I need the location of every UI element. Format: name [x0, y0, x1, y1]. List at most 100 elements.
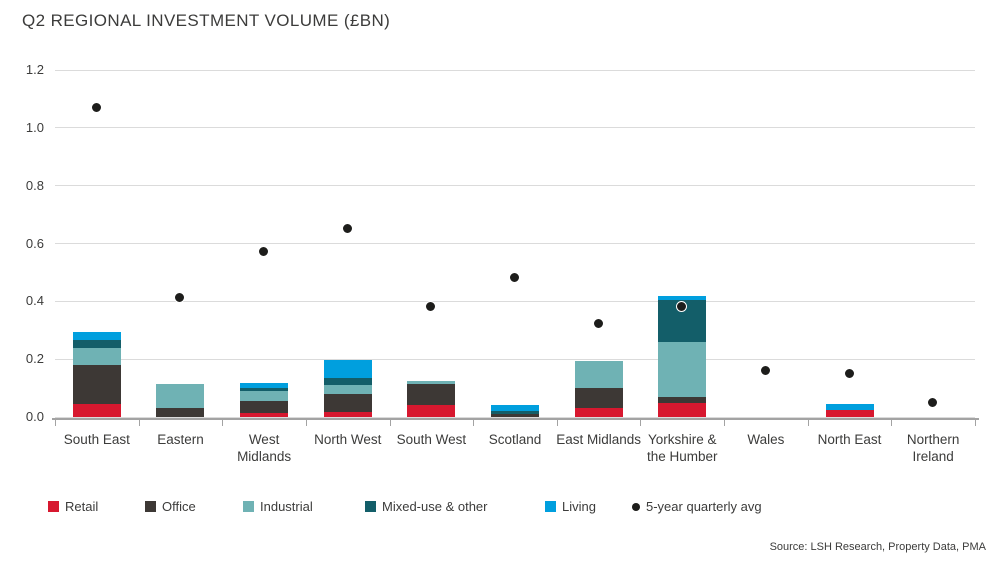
bar-segment-living	[825, 404, 874, 410]
bar-segment-retail	[240, 412, 289, 417]
y-tick-label: 0.6	[25, 235, 44, 251]
legend-swatch	[545, 501, 556, 512]
gridline	[55, 358, 975, 360]
legend-item-mixed-use-other: Mixed-use & other	[365, 499, 488, 514]
bar-segment-industrial	[240, 391, 289, 402]
bar-segment-mixed-use-other	[240, 387, 289, 391]
bar-segment-office	[658, 396, 707, 403]
legend-item-office: Office	[145, 499, 196, 514]
legend-swatch	[243, 501, 254, 512]
legend-item-5-year-quarterly-avg: 5-year quarterly avg	[632, 499, 762, 514]
bar-segment-office	[240, 401, 289, 413]
bar-stack	[658, 295, 707, 417]
bar-segment-office	[72, 364, 121, 404]
gridline	[55, 300, 975, 302]
gridline	[55, 416, 975, 418]
bar-segment-office	[407, 384, 456, 405]
legend-label: Living	[562, 499, 596, 514]
x-axis-tick	[891, 418, 893, 426]
y-tick-label: 0.8	[25, 177, 44, 193]
bar-stack	[72, 331, 121, 417]
y-tick-label: 0.2	[25, 351, 44, 367]
avg-dot	[258, 246, 270, 258]
x-axis-tick	[389, 418, 391, 426]
legend-label: Mixed-use & other	[382, 499, 488, 514]
bar-segment-industrial	[156, 383, 205, 409]
source-note: Source: LSH Research, Property Data, PMA	[769, 541, 986, 553]
legend-label: 5-year quarterly avg	[646, 499, 762, 514]
bar-stack	[240, 383, 289, 417]
legend-item-living: Living	[545, 499, 596, 514]
bar-segment-industrial	[407, 380, 456, 385]
y-tick-label: 0.0	[25, 409, 44, 424]
avg-dot	[90, 101, 102, 113]
x-axis-line	[52, 418, 979, 420]
avg-dot	[676, 301, 688, 313]
avg-dot	[425, 301, 437, 313]
legend-swatch	[48, 501, 59, 512]
gridline	[55, 185, 975, 187]
bar-segment-retail	[825, 409, 874, 417]
x-tick-label: Yorkshire & the Humber	[646, 432, 718, 464]
legend-item-industrial: Industrial	[243, 499, 313, 514]
y-tick-label: 0.4	[25, 293, 44, 309]
bar-segment-retail	[658, 402, 707, 417]
x-axis-tick	[222, 418, 224, 426]
avg-dot	[174, 292, 186, 304]
bar-segment-mixed-use-other	[323, 377, 372, 385]
bar-segment-retail	[72, 404, 121, 417]
bar-stack	[491, 405, 539, 417]
x-tick-label: East Midlands	[556, 432, 642, 447]
legend-item-retail: Retail	[48, 499, 98, 514]
bar-segment-retail	[574, 408, 623, 417]
bar-segment-living	[658, 295, 707, 300]
bar-stack	[156, 383, 205, 417]
x-axis-tick	[305, 418, 307, 426]
x-tick-label: Wales	[747, 432, 785, 447]
x-axis-tick	[975, 418, 976, 426]
y-tick-label: 1.2	[25, 62, 44, 77]
x-tick-label: Northern Ireland	[906, 432, 960, 464]
legend-swatch	[145, 501, 156, 512]
gridline	[55, 127, 975, 129]
bar-segment-retail	[323, 412, 372, 417]
x-tick-label: North West	[314, 432, 382, 447]
bar-stack	[407, 380, 456, 417]
legend-label: Retail	[65, 499, 99, 514]
x-tick-label: Scotland	[488, 432, 542, 447]
chart-title: Q2 REGIONAL INVESTMENT VOLUME (£BN)	[22, 11, 391, 30]
plot-area	[55, 69, 975, 418]
bar-segment-office	[156, 408, 205, 417]
x-tick-label: South West	[396, 432, 467, 447]
avg-dot	[759, 364, 771, 376]
x-tick-label: Eastern	[157, 432, 204, 447]
bar-segment-office	[574, 388, 623, 409]
y-axis-labels: 0.0 0.2 0.4 0.6 0.8 1.0 1.2	[0, 62, 44, 424]
legend-label: Office	[162, 499, 196, 514]
bar-segment-office	[323, 393, 372, 413]
avg-dot	[592, 318, 604, 330]
legend-swatch	[365, 501, 376, 512]
bar-stack	[825, 404, 874, 417]
x-tick-label: North East	[817, 432, 882, 447]
y-tick-label: 1.0	[25, 119, 44, 135]
bar-segment-industrial	[658, 341, 707, 397]
x-axis-tick	[724, 418, 726, 426]
bar-segment-mixed-use-other	[491, 410, 539, 415]
x-axis-tick	[138, 418, 140, 426]
bar-segment-industrial	[574, 360, 623, 389]
bar-segment-living	[491, 405, 539, 411]
bar-segment-industrial	[323, 384, 372, 394]
bar-stack	[323, 360, 372, 417]
avg-dot	[927, 396, 939, 408]
bar-segment-living	[323, 360, 372, 378]
bar-segment-office	[491, 414, 539, 417]
bar-segment-living	[72, 331, 121, 341]
gridline	[55, 243, 975, 244]
x-axis-tick	[640, 418, 642, 426]
x-axis-tick	[807, 418, 809, 426]
legend: Retail Office Industrial Mixed-use & other L…	[0, 499, 1000, 517]
bar-segment-industrial	[72, 347, 121, 365]
x-axis-tick	[55, 418, 56, 426]
avg-dot	[509, 272, 520, 284]
